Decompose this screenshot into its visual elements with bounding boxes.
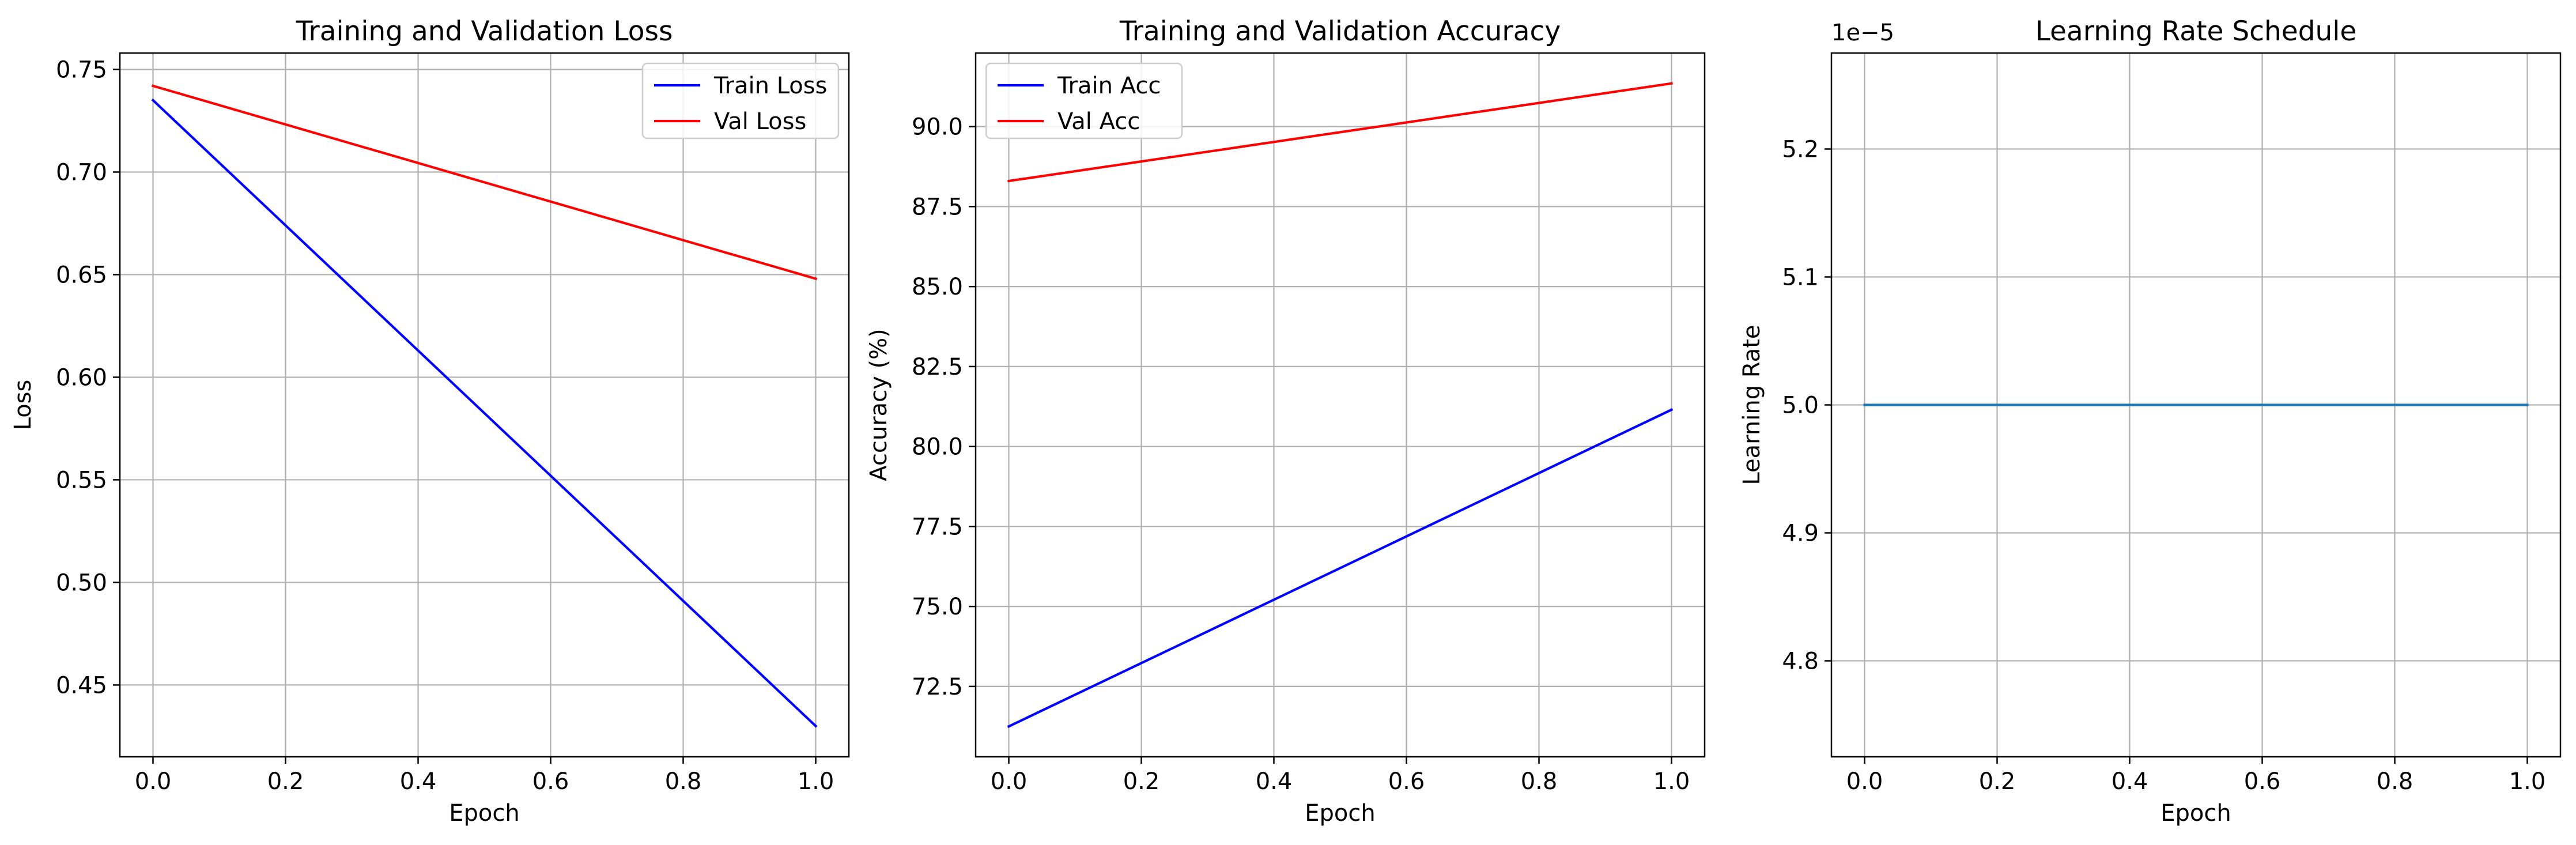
- y-tick-label: 5.0: [1782, 393, 1819, 419]
- x-tick-label: 0.6: [1388, 768, 1425, 795]
- series-line-1: [151, 98, 818, 728]
- y-tick-label: 0.60: [56, 364, 107, 391]
- y-tick-label: 80.0: [912, 434, 963, 461]
- y-tick-label: 0.45: [56, 672, 107, 699]
- x-tick-label: 0.2: [267, 768, 304, 795]
- x-tick-label: 0.2: [1123, 768, 1160, 795]
- chart-panel-3: 0.0 0.2 0.4 0.6 0.8 1.0 4.8 4.9 5.0 5.1 5.2 Learnin…: [1739, 16, 2562, 827]
- x-tick-label: 0.4: [1256, 768, 1293, 795]
- chart-title: Training and Validation Loss: [296, 16, 673, 47]
- x-tick-label: 0.4: [2112, 768, 2148, 795]
- chart-panel-2: 0.0 0.2 0.4 0.6 0.8 1.0 72.5 75.0 77.5 80.0 82.5 85…: [866, 16, 1706, 827]
- chart-panel-1: 0.0 0.2 0.4 0.6 0.8 1.0 0.45 0.50 0.55 0.60 0.65 0.…: [10, 16, 850, 827]
- y-tick-label: 0.75: [56, 56, 107, 83]
- x-tick-label: 0.8: [2377, 768, 2413, 795]
- x-tick-label: 1.0: [1653, 768, 1690, 795]
- legend-label: Val Acc: [1057, 108, 1140, 135]
- y-tick-label: 90.0: [912, 114, 963, 141]
- chart-title: Learning Rate Schedule: [2035, 16, 2357, 47]
- y-tick-label: 4.9: [1782, 520, 1819, 547]
- y-tick-label: 72.5: [912, 674, 963, 700]
- x-tick-label: 0.8: [665, 768, 702, 795]
- y-tick-label: 77.5: [912, 514, 963, 540]
- x-axis-label: Epoch: [449, 800, 519, 827]
- legend-label: Train Loss: [713, 73, 827, 99]
- y-tick-label: 75.0: [912, 594, 963, 620]
- y-axis-offset-text: 1e−5: [1831, 20, 1894, 46]
- x-tick-label: 1.0: [2509, 768, 2546, 795]
- y-tick-label: 87.5: [912, 194, 963, 220]
- y-axis-label: Loss: [10, 380, 36, 431]
- legend: Train Loss Val Loss: [641, 62, 840, 139]
- series-line-2: [1007, 82, 1673, 183]
- x-tick-label: 0.0: [1846, 768, 1883, 795]
- y-axis-label: Accuracy (%): [866, 329, 892, 481]
- y-axis-label: Learning Rate: [1739, 325, 1765, 485]
- y-tick-label: 0.70: [56, 159, 107, 186]
- y-tick-label: 82.5: [912, 354, 963, 380]
- x-tick-label: 0.6: [2244, 768, 2281, 795]
- x-tick-label: 0.0: [135, 768, 172, 795]
- y-tick-label: 85.0: [912, 274, 963, 300]
- x-tick-label: 1.0: [798, 768, 834, 795]
- x-tick-label: 0.4: [400, 768, 437, 795]
- legend-label: Val Loss: [714, 108, 806, 135]
- x-axis-label: Epoch: [2160, 800, 2231, 827]
- legend-box: [641, 62, 840, 139]
- x-tick-label: 0.6: [532, 768, 569, 795]
- x-tick-label: 0.2: [1979, 768, 2016, 795]
- y-tick-label: 0.65: [56, 262, 107, 288]
- axes-frame: [975, 52, 1706, 758]
- legend-label: Train Acc: [1057, 73, 1161, 99]
- y-tick-label: 5.1: [1782, 265, 1819, 291]
- legend: Train Acc Val Acc: [985, 62, 1183, 139]
- x-tick-label: 0.8: [1521, 768, 1558, 795]
- y-tick-label: 0.50: [56, 569, 107, 596]
- y-tick-label: 5.2: [1782, 137, 1819, 163]
- x-tick-label: 0.0: [991, 768, 1028, 795]
- y-tick-label: 4.8: [1782, 648, 1819, 675]
- chart-title: Training and Validation Accuracy: [1119, 16, 1561, 47]
- legend-box: [985, 62, 1183, 139]
- series-line-1: [1007, 408, 1674, 729]
- axes-frame: [119, 52, 850, 758]
- y-tick-label: 0.55: [56, 467, 107, 493]
- x-axis-label: Epoch: [1305, 800, 1375, 827]
- series-line-2: [151, 84, 818, 281]
